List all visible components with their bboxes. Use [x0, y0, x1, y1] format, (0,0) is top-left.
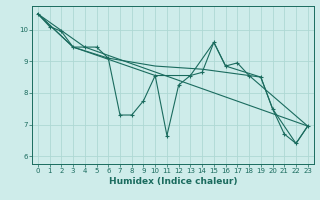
X-axis label: Humidex (Indice chaleur): Humidex (Indice chaleur) [108, 177, 237, 186]
